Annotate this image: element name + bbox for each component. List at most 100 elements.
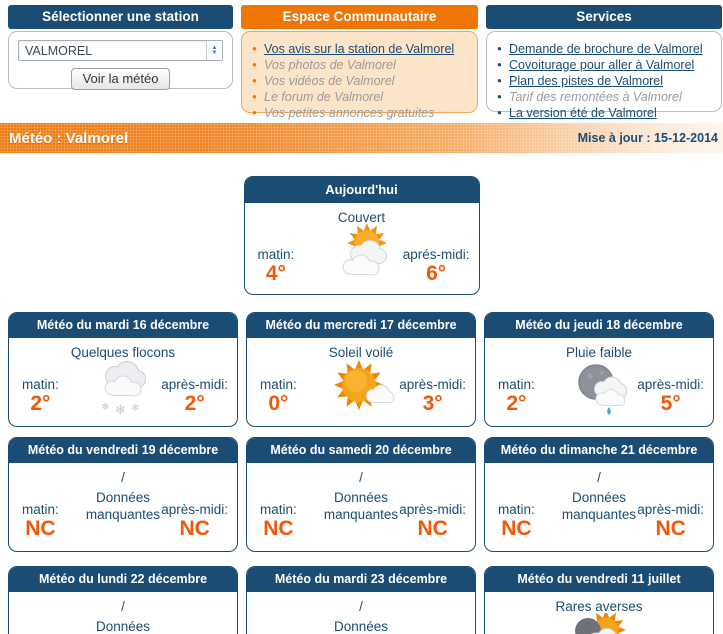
morning-temp: NC [25, 517, 56, 540]
weather-card-title: Météo du mercredi 17 décembre [247, 313, 475, 338]
weather-condition: Soleil voilé [328, 345, 394, 360]
afternoon-temp-block: après-midi: NC [637, 502, 704, 540]
afternoon-temp: 2° [184, 392, 205, 415]
community-link-photos[interactable]: Vos photos de Valmorel [264, 58, 396, 72]
weather-card-title: Météo du vendredi 19 décembre [9, 438, 237, 463]
morning-temp-block: matin: NC [260, 502, 297, 540]
weather-card: Météo du jeudi 18 décembre Pluie faible [484, 312, 714, 427]
weather-card-title: Météo du mardi 23 décembre [247, 567, 475, 592]
weather-card-title: Météo du samedi 20 décembre [247, 438, 475, 463]
community-link-avis[interactable]: Vos avis sur la station de Valmorel [264, 42, 455, 56]
weather-card: Météo du mardi 23 décembre / Données man… [246, 566, 476, 634]
morning-label: matin: [22, 377, 59, 392]
afternoon-temp: 3° [422, 392, 443, 415]
weather-card-body: Quelques flocons ❄ [9, 338, 237, 424]
services-link-covoiturage[interactable]: Covoiturage pour aller à Valmorel [509, 58, 695, 72]
morning-temp: NC [501, 517, 532, 540]
morning-temp-block: matin: 4° [258, 247, 295, 285]
missing-data-text: Données manquantes [323, 490, 399, 522]
list-item: Plan des pistes de Valmorel [496, 73, 712, 89]
morning-temp-block: matin: 2° [498, 377, 535, 415]
forecast-grid: Météo du mardi 16 décembre Quelques floc… [0, 312, 723, 634]
last-updated: Mise à jour : 15-12-2014 [577, 131, 718, 145]
list-item: La version été de Valmorel [496, 105, 712, 121]
list-item: Vos vidéos de Valmorel [251, 73, 468, 89]
weather-condition: / [359, 470, 363, 485]
afternoon-temp: 5° [660, 392, 681, 415]
weather-banner: Météo : Valmorel Mise à jour : 15-12-201… [0, 123, 723, 153]
afternoon-temp-block: après-midi: NC [399, 502, 466, 540]
morning-temp-block: matin: 0° [260, 377, 297, 415]
list-item: Covoiturage pour aller à Valmorel [496, 57, 712, 73]
weather-card: Météo du dimanche 21 décembre / Données … [484, 437, 714, 552]
services-link-list: Demande de brochure de Valmorel Covoitur… [496, 41, 712, 121]
weather-card-title: Météo du jeudi 18 décembre [485, 313, 713, 338]
afternoon-temp: NC [655, 517, 686, 540]
missing-data-text: Données manquantes [561, 490, 637, 522]
community-body: Vos avis sur la station de Valmorel Vos … [241, 31, 479, 121]
snow-cloud-icon: ❄ ❄ ❄ [101, 361, 146, 417]
missing-data-text: Données manquantes [95, 619, 151, 634]
weather-card-title: Météo du lundi 22 décembre [9, 567, 237, 592]
services-link-plan-pistes[interactable]: Plan des pistes de Valmorel [509, 74, 664, 88]
community-link-annonces[interactable]: Vos petites annonces gratuites [264, 106, 435, 120]
morning-temp: 4° [265, 262, 286, 285]
list-item: Le forum de Valmorel [251, 89, 468, 105]
afternoon-label: après-midi: [637, 377, 704, 392]
weather-card-title: Météo du vendredi 11 juillet [485, 567, 713, 592]
community-panel: Espace Communautaire Vos avis sur la sta… [241, 5, 479, 121]
weather-card-body: / Données manquantes matin: NC après-mid… [485, 463, 713, 549]
weather-condition: Couvert [337, 210, 386, 225]
svg-text:❄: ❄ [101, 402, 109, 413]
missing-data-text: Données manquantes [333, 619, 389, 634]
station-selector-panel: Sélectionner une station VALMOREL ▲ ▼ Voi… [8, 5, 234, 90]
veiled-sun-icon [333, 359, 394, 411]
today-card-title: Aujourd'hui [244, 177, 479, 203]
weather-card-body: Soleil voilé matin: 0° après-midi: [247, 338, 475, 424]
weather-condition: / [121, 470, 125, 485]
services-link-brochure[interactable]: Demande de brochure de Valmorel [509, 42, 703, 56]
afternoon-label: après-midi: [161, 502, 228, 517]
select-stepper-icon: ▲ ▼ [206, 41, 223, 60]
list-item: Tarif des remontées à Valmorel [496, 89, 712, 105]
weather-card-body: / Données manquantes matin: NC après-mid… [247, 463, 475, 549]
afternoon-temp-block: aprés-midi: 6° [403, 247, 470, 285]
morning-temp-block: matin: NC [498, 502, 535, 540]
afternoon-temp-block: après-midi: NC [161, 502, 228, 540]
morning-label: matin: [260, 502, 297, 517]
morning-temp: 2° [30, 392, 51, 415]
weather-card: Météo du samedi 20 décembre / Données ma… [246, 437, 476, 552]
svg-text:❄: ❄ [131, 403, 139, 414]
today-card: Aujourd'hui Couvert [243, 176, 480, 295]
community-link-videos[interactable]: Vos vidéos de Valmorel [264, 74, 395, 88]
weather-condition: Rares averses [555, 599, 643, 614]
station-selector-title: Sélectionner une station [8, 5, 234, 29]
today-card-wrap: Aujourd'hui Couvert [243, 176, 480, 295]
list-item: Vos petites annonces gratuites [251, 105, 468, 121]
afternoon-label: aprés-midi: [402, 247, 470, 262]
afternoon-temp-block: après-midi: 5° [637, 377, 704, 415]
view-weather-button[interactable]: Voir la météo [70, 68, 171, 90]
afternoon-temp: NC [179, 517, 210, 540]
community-link-forum[interactable]: Le forum de Valmorel [264, 90, 384, 104]
station-select[interactable]: VALMOREL ▲ ▼ [18, 40, 224, 61]
weather-card-body: Rares averses matin: après-midi: [485, 592, 713, 634]
services-link-ete[interactable]: La version été de Valmorel [509, 106, 657, 120]
missing-data-text: Données manquantes [85, 490, 161, 522]
morning-label: matin: [498, 502, 535, 517]
afternoon-label: après-midi: [637, 502, 704, 517]
morning-label: matin: [257, 247, 295, 262]
weather-condition: Quelques flocons [70, 345, 176, 360]
afternoon-temp: NC [417, 517, 448, 540]
community-link-list: Vos avis sur la station de Valmorel Vos … [251, 41, 468, 121]
weather-condition: Pluie faible [565, 345, 633, 360]
weather-card: Météo du mardi 16 décembre Quelques floc… [8, 312, 238, 427]
moon-cloud-rain-icon [578, 364, 627, 415]
weather-card-body: / Données manquantes matin: après-midi: [9, 592, 237, 634]
afternoon-label: après-midi: [399, 377, 466, 392]
afternoon-temp-block: après-midi: 2° [161, 377, 228, 415]
morning-temp: 0° [268, 392, 289, 415]
weather-card-body: / Données manquantes matin: NC après-mid… [9, 463, 237, 549]
weather-card-body: Pluie faible [485, 338, 713, 424]
services-link-tarifs[interactable]: Tarif des remontées à Valmorel [509, 90, 682, 104]
